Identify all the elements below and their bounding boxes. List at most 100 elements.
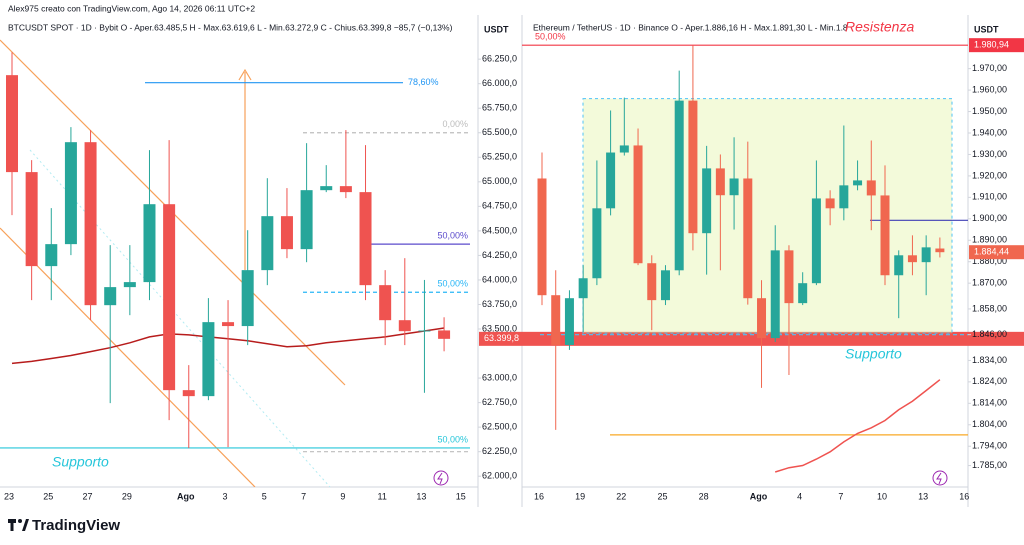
y-tick-label: 1.960,00 (972, 84, 1007, 94)
arrow-head (238, 68, 252, 81)
last-price-label: 63.399,8 (484, 333, 519, 343)
y-tick-label: 62.000,0 (482, 471, 517, 481)
candle-body (261, 216, 274, 271)
y-tick-label: 1.814,00 (972, 398, 1007, 408)
y-tick-label: 65.750,0 (482, 103, 517, 113)
x-tick-label: 13 (416, 491, 426, 501)
x-tick-label: 9 (340, 491, 345, 501)
candle-body (894, 255, 904, 276)
level-label: 50,00% (437, 231, 468, 241)
y-tick-label: 62.500,0 (482, 422, 517, 432)
y-tick-label: 1.870,00 (972, 278, 1007, 288)
trend-line (0, 227, 256, 487)
plot-area (0, 52, 470, 453)
x-tick-label: 4 (797, 491, 802, 501)
candle-body (222, 322, 235, 327)
candle-body (438, 330, 451, 339)
candle-body (784, 250, 794, 304)
candle-body (84, 142, 97, 306)
candle-body (64, 142, 77, 245)
candle-body (606, 152, 616, 209)
y-tick-label: 66.250,0 (482, 54, 517, 64)
candle-body (418, 330, 431, 332)
candle-body (866, 180, 876, 196)
x-tick-label: Ago (177, 491, 195, 501)
y-tick-label: 1.794,00 (972, 441, 1007, 451)
candle-body (202, 322, 215, 397)
candle-body (123, 282, 136, 288)
x-tick-label: 10 (877, 491, 887, 501)
candle-body (25, 172, 38, 267)
candle-body (578, 278, 588, 299)
candle-body (798, 283, 808, 304)
x-tick-label: 27 (83, 491, 93, 501)
y-tick-label: 62.250,0 (482, 446, 517, 456)
x-tick-label: 29 (122, 491, 132, 501)
y-tick-label: 66.000,0 (482, 78, 517, 88)
alert-icon (433, 470, 449, 486)
y-tick-label: 63.750,0 (482, 299, 517, 309)
candle-body (300, 190, 313, 250)
y-tick-label: 1.890,00 (972, 235, 1007, 245)
alert-icon (932, 470, 948, 486)
candle-body (398, 320, 411, 332)
last-price-tag (969, 245, 1024, 260)
candle-body (280, 216, 293, 250)
logo-icon (22, 519, 29, 531)
y-tick-label: 1.834,00 (972, 355, 1007, 365)
candle-body (647, 263, 657, 301)
logo-icon (18, 519, 22, 523)
axis-unit: USDT (484, 24, 509, 34)
candle-body (853, 180, 863, 186)
candle-body (551, 295, 561, 345)
candle-body (757, 298, 767, 339)
level-label: 50,00% (437, 434, 468, 444)
candle-body (715, 168, 725, 196)
level-label: 78,60% (408, 77, 439, 87)
candle-body (564, 298, 574, 345)
x-tick-label: 15 (456, 491, 466, 501)
credit: Alex975 creato con TradingView.com, Ago … (8, 3, 255, 13)
x-tick-label: 13 (918, 491, 928, 501)
y-tick-label: 64.000,0 (482, 274, 517, 284)
candle-body (143, 204, 156, 283)
candle-body (619, 145, 629, 153)
fib-line (29, 149, 331, 487)
candle-body (770, 250, 780, 339)
y-tick-label: 1.824,00 (972, 376, 1007, 386)
candle-body (729, 178, 739, 196)
y-tick-label: 1.846,00 (972, 329, 1007, 339)
y-tick-label: 1.950,00 (972, 106, 1007, 116)
x-tick-label: 11 (377, 491, 386, 501)
candle-body (45, 244, 58, 267)
y-tick-label: 63.000,0 (482, 372, 517, 382)
candle-body (839, 185, 849, 209)
x-tick-label: 3 (223, 491, 228, 501)
range-box (582, 98, 953, 334)
alert-bolt (437, 472, 443, 485)
alert-icons (433, 470, 948, 486)
y-tick-label: 65.500,0 (482, 127, 517, 137)
candle-body (935, 248, 945, 253)
last-price-label: 1.884,44 (974, 247, 1009, 257)
y-tick-label: 62.750,0 (482, 397, 517, 407)
y-tick-label: 63.500,0 (482, 323, 517, 333)
candle-body (880, 195, 890, 276)
candle-body (592, 208, 602, 279)
x-tick-label: 28 (699, 491, 709, 501)
chart-legend: BTCUSDT SPOT · 1D · Bybit O - Aper.63.48… (8, 22, 453, 32)
candle-body (674, 100, 684, 271)
y-tick-label: 64.500,0 (482, 225, 517, 235)
level-label: 50,00% (437, 279, 468, 289)
candle-body (339, 186, 352, 193)
moving-average (774, 379, 941, 473)
x-tick-label: 19 (575, 491, 585, 501)
x-tick-label: 16 (534, 491, 544, 501)
annotation: Resistenza (845, 19, 914, 35)
y-tick-label: 1.785,00 (972, 460, 1007, 470)
candle-body (688, 100, 698, 234)
y-tick-label: 1.858,00 (972, 303, 1007, 313)
y-tick-label: 1.920,00 (972, 170, 1007, 180)
level-label: 0,00% (442, 119, 468, 129)
